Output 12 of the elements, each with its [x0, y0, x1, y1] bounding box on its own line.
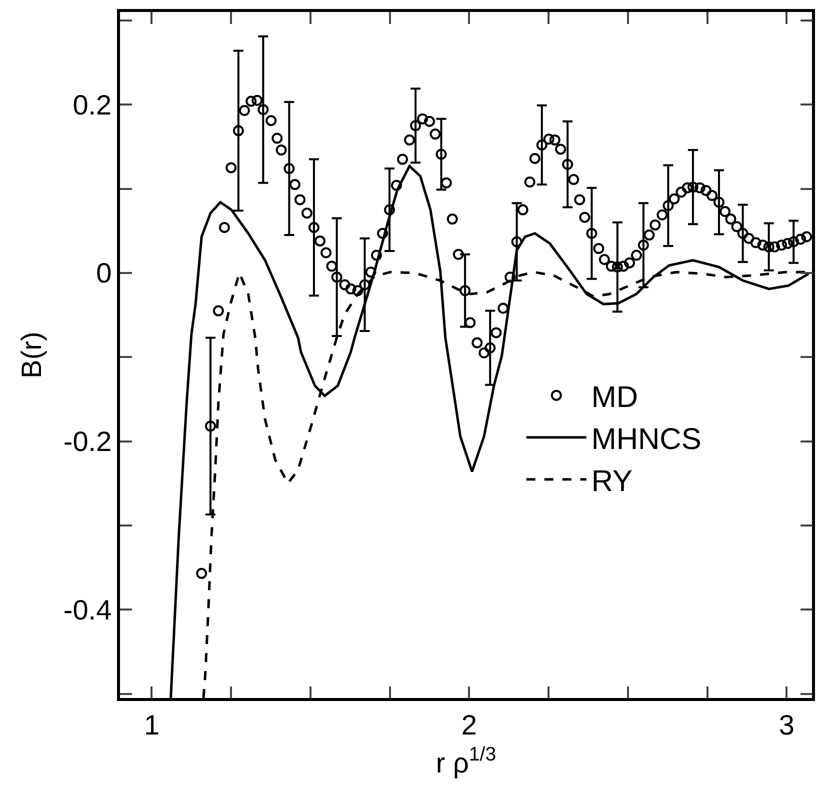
y-axis-title: B(r): [16, 332, 48, 378]
x-axis-title: r ρ$^{1/3}$: [436, 744, 496, 778]
legend-label: MHNCS: [591, 423, 702, 456]
legend-label: RY: [591, 465, 632, 498]
x-tick-label: 2: [461, 709, 477, 740]
x-tick-label: 3: [778, 709, 794, 740]
legend-label: MD: [591, 381, 638, 414]
x-tick-label: 1: [144, 709, 160, 740]
y-tick-label: 0: [96, 258, 112, 289]
y-tick-label: -0.4: [63, 594, 112, 626]
y-tick-label: 0.2: [72, 89, 112, 120]
y-tick-label: -0.2: [63, 426, 112, 458]
